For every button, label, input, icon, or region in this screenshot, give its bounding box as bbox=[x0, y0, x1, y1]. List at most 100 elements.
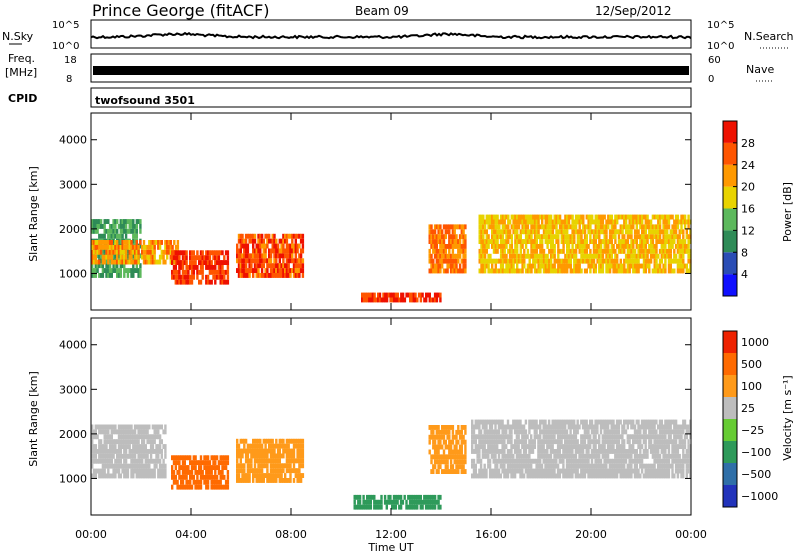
heatmap-cell bbox=[107, 449, 110, 454]
heatmap-cell bbox=[651, 473, 655, 479]
heatmap-cell bbox=[596, 229, 599, 235]
heatmap-cell bbox=[246, 258, 250, 264]
heatmap-cell bbox=[641, 229, 644, 235]
heatmap-cell bbox=[226, 265, 230, 270]
heatmap-cell bbox=[246, 473, 250, 478]
heatmap-cell bbox=[644, 239, 647, 244]
heatmap-cell bbox=[497, 473, 501, 479]
heatmap-cell bbox=[243, 273, 246, 278]
heatmap-cell bbox=[185, 470, 188, 475]
heatmap-cell bbox=[598, 473, 601, 479]
heatmap-cell bbox=[657, 444, 660, 449]
heatmap-cell bbox=[687, 214, 690, 220]
heatmap-cell bbox=[449, 469, 453, 474]
heatmap-cell bbox=[287, 438, 290, 444]
heatmap-cell bbox=[180, 484, 183, 490]
heatmap-cell bbox=[275, 268, 278, 273]
heatmap-cell bbox=[485, 449, 488, 454]
heatmap-cell bbox=[628, 214, 631, 220]
heatmap-cell bbox=[421, 292, 424, 298]
heatmap-cell bbox=[437, 444, 440, 450]
heatmap-cell bbox=[119, 254, 122, 260]
heatmap-cell bbox=[130, 240, 133, 245]
heatmap-cell bbox=[607, 263, 610, 269]
heatmap-cell bbox=[301, 263, 305, 269]
heatmap-cell bbox=[590, 439, 594, 445]
heatmap-cell bbox=[617, 463, 621, 469]
heatmap-cell bbox=[560, 268, 563, 274]
heatmap-cell bbox=[237, 473, 241, 478]
heatmap-cell bbox=[130, 453, 133, 459]
heatmap-cell bbox=[612, 244, 615, 249]
heatmap-cell bbox=[280, 248, 283, 254]
heatmap-cell bbox=[373, 292, 376, 298]
heatmap-cell bbox=[460, 454, 463, 460]
heatmap-cell bbox=[301, 458, 305, 464]
heatmap-cell bbox=[296, 453, 299, 459]
heatmap-cell bbox=[528, 463, 531, 469]
heatmap-cell bbox=[460, 429, 463, 435]
heatmap-cell bbox=[114, 244, 117, 250]
heatmap-cell bbox=[587, 263, 590, 269]
heatmap-cell bbox=[373, 297, 376, 303]
heatmap-cell bbox=[605, 229, 608, 235]
heatmap-cell bbox=[252, 468, 255, 474]
heatmap-cell bbox=[569, 258, 572, 264]
heatmap-cell bbox=[553, 458, 556, 464]
colorbar-swatch bbox=[723, 186, 737, 209]
heatmap-cell bbox=[667, 429, 671, 435]
heatmap-cell bbox=[98, 224, 101, 229]
heatmap-cell bbox=[519, 458, 522, 464]
heatmap-cell bbox=[598, 468, 601, 474]
heatmap-cell bbox=[603, 244, 606, 249]
heatmap-cell bbox=[505, 453, 508, 459]
heatmap-cell bbox=[153, 468, 156, 474]
heatmap-cell bbox=[425, 297, 428, 303]
heatmap-cell bbox=[275, 243, 278, 249]
heatmap-cell bbox=[285, 238, 289, 244]
heatmap-cell bbox=[517, 214, 521, 220]
heatmap-cell bbox=[194, 484, 197, 490]
heatmap-cell bbox=[553, 263, 556, 269]
heatmap-cell bbox=[164, 259, 167, 265]
heatmap-cell bbox=[539, 453, 542, 459]
heatmap-cell bbox=[489, 253, 492, 259]
heatmap-cell bbox=[259, 233, 262, 239]
heatmap-cell bbox=[110, 268, 113, 273]
heatmap-cell bbox=[685, 219, 688, 225]
heatmap-cell bbox=[94, 249, 97, 255]
heatmap-cell bbox=[214, 455, 217, 461]
heatmap-cell bbox=[126, 434, 130, 440]
heatmap-cell bbox=[94, 424, 97, 430]
heatmap-cell bbox=[507, 219, 510, 225]
heatmap-cell bbox=[508, 424, 511, 430]
heatmap-cell bbox=[501, 253, 505, 259]
heatmap-cell bbox=[510, 434, 513, 440]
heatmap-cell bbox=[630, 244, 633, 249]
heatmap-cell bbox=[453, 258, 456, 264]
heatmap-cell bbox=[117, 249, 121, 255]
heatmap-cell bbox=[464, 469, 467, 474]
heatmap-cell bbox=[464, 439, 467, 445]
y-tick-label: 2000 bbox=[59, 223, 87, 236]
heatmap-cell bbox=[666, 424, 669, 430]
heatmap-cell bbox=[539, 424, 542, 430]
heatmap-cell bbox=[569, 463, 572, 469]
heatmap-cell bbox=[537, 244, 540, 249]
heatmap-cell bbox=[252, 253, 255, 259]
heatmap-cell bbox=[576, 463, 579, 469]
heatmap-cell bbox=[526, 229, 530, 235]
heatmap-cell bbox=[273, 273, 276, 278]
heatmap-cell bbox=[271, 268, 274, 273]
heatmap-cell bbox=[635, 244, 638, 249]
heatmap-cell bbox=[662, 473, 665, 479]
heatmap-cell bbox=[646, 424, 649, 430]
heatmap-cell bbox=[399, 499, 403, 505]
heatmap-cell bbox=[653, 258, 656, 264]
heatmap-cell bbox=[669, 234, 672, 240]
heatmap-cell bbox=[455, 434, 458, 440]
heatmap-cell bbox=[482, 239, 485, 244]
heatmap-cell bbox=[239, 268, 242, 273]
heatmap-cell bbox=[499, 463, 502, 469]
heatmap-cell bbox=[460, 464, 463, 470]
